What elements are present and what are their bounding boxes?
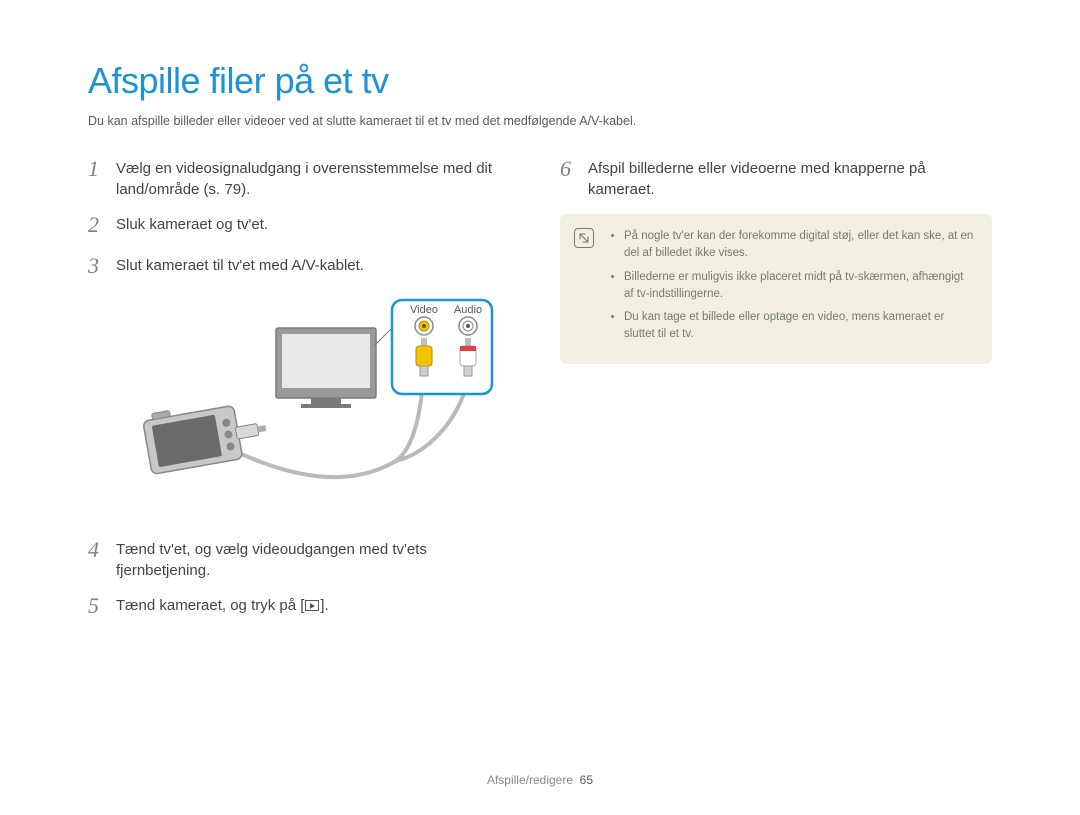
page-subtitle: Du kan afspille billeder eller videoer v… bbox=[88, 114, 992, 128]
step-text: Afspil billederne eller videoerne med kn… bbox=[588, 158, 992, 200]
page-title: Afspille filer på et tv bbox=[88, 60, 992, 102]
audio-label: Audio bbox=[454, 304, 482, 316]
note-item: Du kan tage et billede eller optage en v… bbox=[624, 309, 974, 344]
step-number: 4 bbox=[88, 535, 116, 581]
step-number: 3 bbox=[88, 251, 116, 282]
note-item: På nogle tv'er kan der forekomme digital… bbox=[624, 228, 974, 263]
left-column: 1 Vælg en videosignaludgang i overensste… bbox=[88, 158, 520, 635]
play-icon bbox=[305, 600, 319, 611]
step-number: 1 bbox=[88, 154, 116, 200]
step-number: 2 bbox=[88, 210, 116, 241]
step-text: Tænd kameraet, og tryk på []. bbox=[116, 595, 520, 622]
step-2: 2 Sluk kameraet og tv'et. bbox=[88, 214, 520, 241]
video-label: Video bbox=[410, 304, 438, 316]
step-text: Sluk kameraet og tv'et. bbox=[116, 214, 520, 241]
step-5: 5 Tænd kameraet, og tryk på []. bbox=[88, 595, 520, 622]
step-text: Slut kameraet til tv'et med A/V-kablet. bbox=[116, 255, 520, 282]
note-icon bbox=[574, 228, 594, 248]
footer-page-number: 65 bbox=[580, 773, 593, 787]
connection-diagram: Video Audio bbox=[116, 296, 520, 521]
step-text: Tænd tv'et, og vælg videoudgangen med tv… bbox=[116, 539, 520, 581]
camera-icon bbox=[142, 394, 271, 474]
tv-icon bbox=[276, 318, 394, 408]
step-6: 6 Afspil billederne eller videoerne med … bbox=[560, 158, 992, 200]
step-3: 3 Slut kameraet til tv'et med A/V-kablet… bbox=[88, 255, 520, 282]
footer-section: Afspille/redigere bbox=[487, 773, 573, 787]
note-box: På nogle tv'er kan der forekomme digital… bbox=[560, 214, 992, 364]
step-number: 5 bbox=[88, 591, 116, 622]
connector-callout: Video Audio bbox=[392, 300, 492, 394]
step-text: Vælg en videosignaludgang i overensstemm… bbox=[116, 158, 520, 200]
step-1: 1 Vælg en videosignaludgang i overensste… bbox=[88, 158, 520, 200]
right-column: 6 Afspil billederne eller videoerne med … bbox=[560, 158, 992, 635]
page-footer: Afspille/redigere 65 bbox=[0, 773, 1080, 787]
step-4: 4 Tænd tv'et, og vælg videoudgangen med … bbox=[88, 539, 520, 581]
step-number: 6 bbox=[560, 154, 588, 200]
note-item: Billederne er muligvis ikke placeret mid… bbox=[624, 269, 974, 304]
